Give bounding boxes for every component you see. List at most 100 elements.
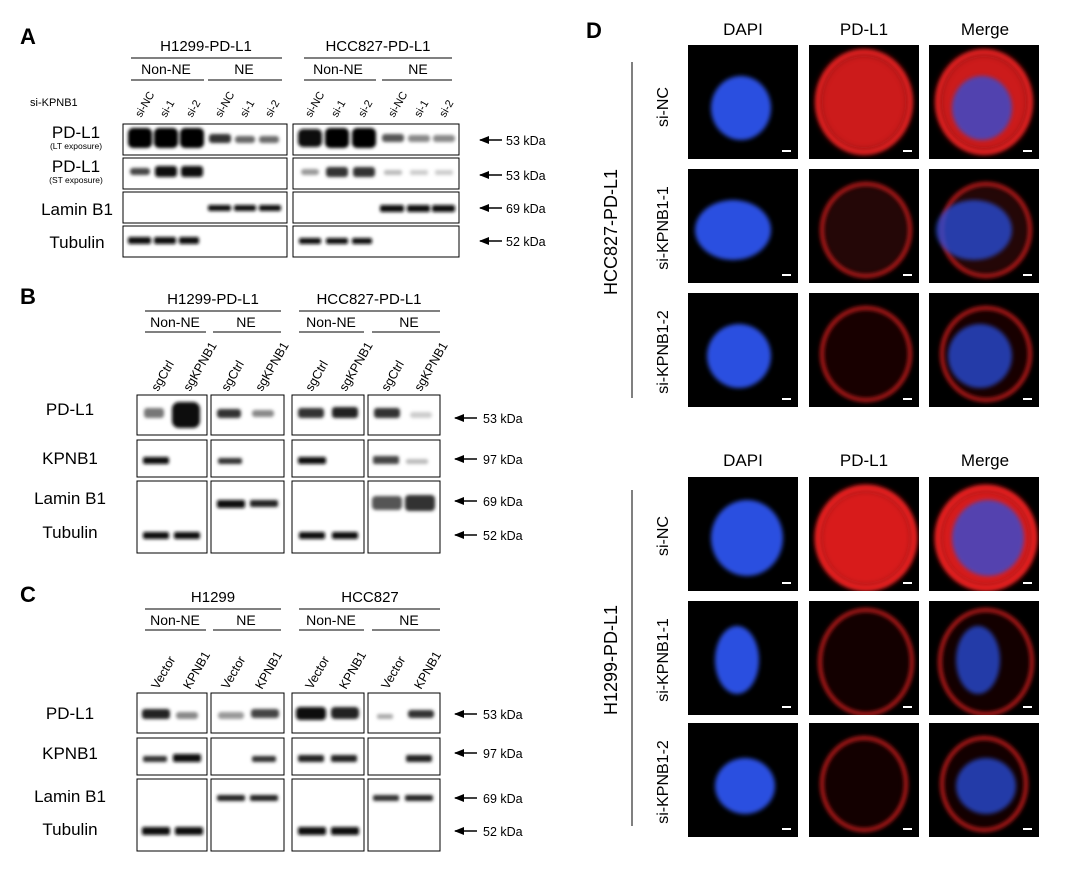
band	[331, 707, 359, 719]
panel-a-lane-label: si-1	[158, 98, 177, 119]
band	[252, 756, 276, 762]
panel-c-protein-2: KPNB1	[42, 744, 98, 763]
micrograph-r1-c1	[688, 45, 798, 159]
band	[180, 128, 204, 148]
panel-d-block2-row-1: si-NC	[655, 516, 672, 556]
micrograph-r2-c2	[809, 169, 919, 283]
dapi-nucleus	[952, 76, 1012, 140]
panel-b-kda-4: 52 kDa	[483, 529, 523, 543]
panel-a-fraction-2: NE	[234, 61, 253, 77]
band	[408, 710, 434, 718]
panel-b-lane-label: sgCtrl	[378, 358, 406, 393]
scale-bar	[903, 828, 912, 830]
pdl1-membrane	[820, 306, 912, 402]
panel-a-kda-2: 53 kDa	[506, 169, 546, 183]
pdl1-membrane	[935, 485, 1037, 591]
band	[154, 128, 178, 148]
pdl1-cytoplasm	[822, 738, 906, 830]
panel-a-blot-pdl1-st-left	[122, 157, 288, 190]
panel-a-protein-3: Lamin B1	[41, 200, 113, 219]
panel-b-protein-2: KPNB1	[42, 449, 98, 468]
panel-b-bands	[143, 402, 435, 539]
band	[296, 707, 326, 720]
dapi-nucleus	[711, 76, 771, 140]
band	[143, 457, 169, 464]
micrograph-r5-c2	[809, 601, 919, 715]
panel-a-kda-4: 52 kDa	[506, 235, 546, 249]
panel-b-kda-1: 53 kDa	[483, 412, 523, 426]
panel-c-fraction-2: NE	[236, 612, 255, 628]
panel-b-blot-lamin-tubulin-3	[291, 480, 365, 554]
band	[331, 827, 359, 835]
band	[299, 532, 325, 539]
panel-b: B H1299-PD-L1 HCC827-PD-L1 Non-NE NE Non…	[20, 284, 523, 554]
panel-d-block1-cell-line: HCC827-PD-L1	[601, 169, 621, 295]
panel-c-kda-2: 97 kDa	[483, 747, 523, 761]
panel-d-block2-col-pdl1: PD-L1	[840, 451, 888, 470]
band	[174, 532, 200, 539]
panel-d-block2-row-2: si-KPNB1-1	[655, 618, 672, 702]
band	[176, 712, 198, 719]
panel-c-label: C	[20, 582, 36, 607]
panel-b-fraction-3: Non-NE	[306, 314, 356, 330]
band	[234, 205, 256, 211]
panel-a-lane-label: si-1	[412, 98, 431, 119]
scale-bar	[903, 398, 912, 400]
micrograph-r6-c3	[929, 723, 1039, 837]
panel-c-protein-4: Tubulin	[42, 820, 97, 839]
band	[433, 135, 455, 142]
scale-bar	[903, 706, 912, 708]
panel-a-lane-label: si-2	[356, 98, 375, 119]
band	[142, 709, 170, 719]
band	[209, 134, 231, 143]
band	[380, 205, 404, 212]
panel-b-cell-line-1: H1299-PD-L1	[167, 291, 259, 308]
pdl1-cytoplasm	[818, 488, 914, 588]
panel-d-block2-col-merge: Merge	[961, 451, 1009, 470]
panel-d-block2-row-3: si-KPNB1-2	[655, 740, 672, 824]
panel-a-cell-line-2: HCC827-PD-L1	[325, 38, 430, 55]
band	[181, 166, 203, 177]
micrograph-r3-c2	[809, 293, 919, 407]
scale-bar	[1023, 398, 1032, 400]
panel-b-lane-label: sgKPNB1	[336, 340, 375, 394]
band	[235, 136, 255, 143]
panel-c-kda-4: 52 kDa	[483, 825, 523, 839]
pdl1-membrane	[940, 306, 1032, 402]
dapi-nucleus	[936, 200, 1012, 260]
panel-b-protein-1: PD-L1	[46, 400, 94, 419]
band	[301, 169, 319, 175]
band	[374, 408, 400, 418]
panel-a-protein-1: PD-L1	[52, 123, 100, 142]
panel-a-label: A	[20, 24, 36, 49]
band	[298, 408, 324, 418]
band	[298, 457, 326, 464]
band	[154, 237, 176, 244]
micrograph-r1-c2	[809, 45, 919, 159]
panel-a-kda-3: 69 kDa	[506, 202, 546, 216]
band	[252, 410, 274, 417]
dapi-nucleus	[715, 758, 775, 814]
panel-b-protein-4: Tubulin	[42, 523, 97, 542]
panel-a-protein-2-note: (ST exposure)	[49, 175, 103, 185]
panel-a-lane-label: si-NC	[133, 90, 157, 120]
dapi-nucleus	[711, 500, 783, 576]
panel-a: A H1299-PD-L1 HCC827-PD-L1 Non-NE NE Non…	[20, 24, 546, 258]
pdl1-membrane	[818, 608, 914, 715]
micrograph-r6-c1	[688, 723, 798, 837]
panel-c-lane-label: Vector	[218, 654, 248, 692]
panel-d-block2-cell-line: H1299-PD-L1	[601, 605, 621, 715]
panel-c-fraction-3: Non-NE	[306, 612, 356, 628]
panel-b-cell-line-2: HCC827-PD-L1	[316, 291, 421, 308]
band	[259, 136, 279, 143]
panel-a-lane-label: si-NC	[303, 90, 327, 120]
panel-c-lane-label: Vector	[378, 654, 408, 692]
micrograph-r2-c1	[688, 169, 798, 283]
micrograph-r1-c3	[929, 45, 1039, 159]
micrograph-r2-c3	[929, 169, 1039, 283]
panel-d: D DAPI PD-L1 Merge DAPI PD-L1 Merge HCC8…	[586, 18, 1039, 837]
scale-bar	[782, 274, 791, 276]
band	[407, 205, 430, 212]
band	[175, 827, 203, 835]
panel-a-lane-label: si-1	[329, 98, 348, 119]
